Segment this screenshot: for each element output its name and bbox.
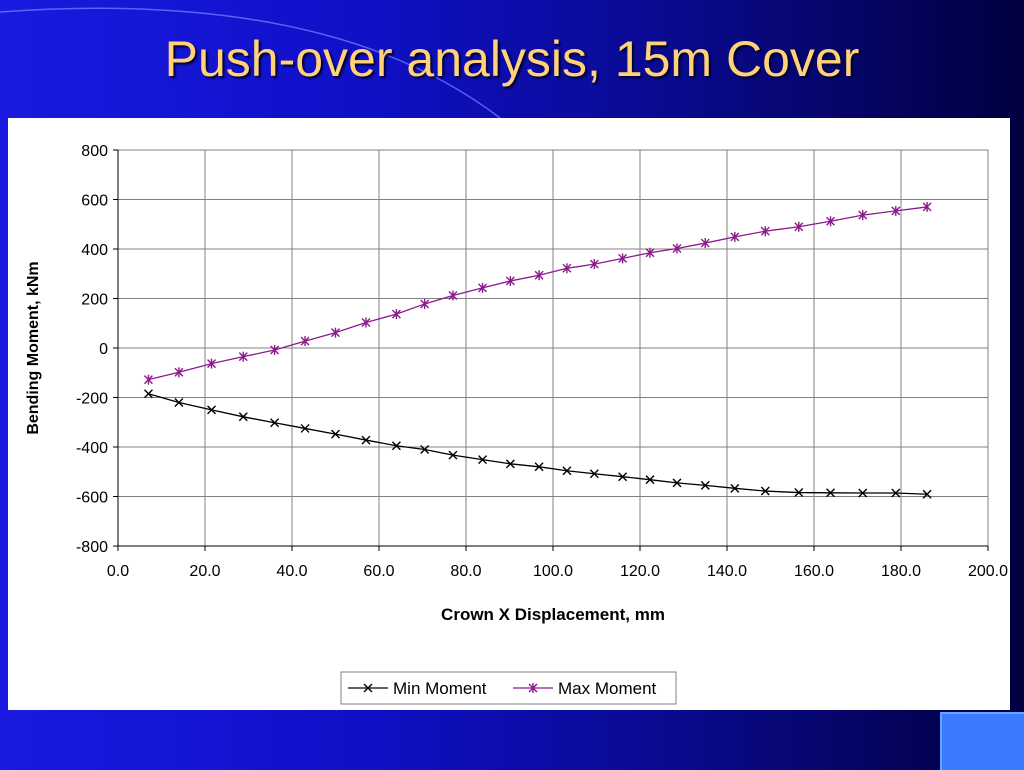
y-tick-label: 800 — [81, 143, 108, 160]
data-point-max-moment — [361, 317, 371, 328]
data-point-min-moment — [794, 488, 804, 498]
y-tick-label: -600 — [76, 490, 108, 507]
x-tick-label: 180.0 — [881, 563, 921, 580]
data-point-min-moment — [300, 423, 310, 433]
x-tick-label: 200.0 — [968, 563, 1008, 580]
data-point-max-moment — [420, 298, 430, 309]
data-point-min-moment — [891, 488, 901, 498]
y-tick-label: -800 — [76, 539, 108, 556]
data-point-max-moment — [505, 275, 515, 286]
data-point-min-moment — [534, 462, 544, 472]
x-tick-label: 140.0 — [707, 563, 747, 580]
data-point-min-moment — [700, 480, 710, 490]
data-point-min-moment — [618, 472, 628, 482]
data-point-max-moment — [826, 216, 836, 227]
data-point-max-moment — [331, 327, 340, 338]
legend: Min Moment Max Moment — [340, 671, 677, 705]
data-point-max-moment — [891, 205, 901, 216]
gridlines — [113, 149, 989, 551]
data-point-max-moment — [645, 247, 655, 258]
data-point-min-moment — [672, 478, 682, 488]
data-point-max-moment — [922, 201, 932, 212]
data-point-min-moment — [760, 486, 770, 496]
data-point-min-moment — [505, 459, 515, 469]
x-tick-labels: 0.0 20.0 40.0 60.0 80.0 100.0 120.0 140.0 160.0 1… — [107, 563, 1008, 580]
data-point-min-moment — [331, 429, 340, 439]
data-point-min-moment — [270, 418, 280, 428]
data-point-min-moment — [478, 455, 488, 465]
data-point-max-moment — [300, 336, 310, 347]
data-point-max-moment — [562, 263, 572, 274]
x-axis-label: Crown X Displacement, mm — [441, 605, 665, 624]
data-point-min-moment — [420, 444, 430, 454]
data-point-max-moment — [448, 290, 458, 301]
data-point-min-moment — [645, 475, 655, 485]
y-tick-label: 200 — [81, 292, 108, 309]
x-tick-label: 0.0 — [107, 563, 129, 580]
y-axis-label: Bending Moment, kNm — [25, 261, 42, 434]
legend-box — [340, 671, 677, 705]
data-point-max-moment — [270, 344, 280, 355]
data-point-max-moment — [207, 358, 217, 369]
data-point-max-moment — [174, 367, 184, 378]
data-point-min-moment — [238, 412, 248, 422]
data-point-max-moment — [238, 351, 248, 362]
data-point-min-moment — [826, 488, 836, 498]
corner-decoration — [940, 712, 1024, 770]
data-point-min-moment — [361, 435, 371, 445]
data-point-max-moment — [618, 253, 628, 264]
data-point-max-moment — [534, 270, 544, 281]
data-point-max-moment — [589, 259, 599, 270]
data-point-max-moment — [478, 282, 488, 293]
data-point-min-moment — [391, 441, 401, 451]
data-point-max-moment — [794, 221, 804, 232]
x-tick-label: 160.0 — [794, 563, 834, 580]
y-tick-label: -200 — [76, 391, 108, 408]
data-point-min-moment — [858, 488, 868, 498]
data-point-min-moment — [448, 450, 458, 460]
x-tick-label: 100.0 — [533, 563, 573, 580]
x-tick-label: 60.0 — [363, 563, 394, 580]
y-tick-label: 400 — [81, 242, 108, 259]
data-point-min-moment — [143, 389, 153, 399]
y-tick-label: -400 — [76, 440, 108, 457]
chart-panel: 800 600 400 200 0 -200 -400 -600 -800 0.0 20.0 40.… — [8, 118, 1010, 710]
x-tick-label: 40.0 — [276, 563, 307, 580]
data-point-max-moment — [760, 226, 770, 237]
y-tick-label: 600 — [81, 193, 108, 210]
x-tick-label: 80.0 — [450, 563, 481, 580]
data-point-max-moment — [858, 210, 868, 221]
data-point-min-moment — [589, 469, 599, 479]
legend-marker-max-moment — [528, 683, 538, 693]
series-group — [143, 201, 932, 499]
legend-label-max-moment: Max Moment — [558, 679, 657, 698]
y-tick-label: 0 — [99, 341, 108, 358]
data-point-max-moment — [700, 238, 710, 249]
data-point-max-moment — [143, 374, 153, 385]
data-point-min-moment — [730, 483, 740, 493]
x-tick-label: 20.0 — [189, 563, 220, 580]
chart-svg: 800 600 400 200 0 -200 -400 -600 -800 0.0 20.0 40.… — [25, 143, 1008, 705]
legend-label-min-moment: Min Moment — [393, 679, 487, 698]
data-point-min-moment — [562, 466, 572, 476]
y-tick-labels: 800 600 400 200 0 -200 -400 -600 -800 — [76, 143, 108, 556]
x-tick-label: 120.0 — [620, 563, 660, 580]
legend-marker-min-moment — [363, 683, 373, 693]
data-point-min-moment — [207, 405, 217, 415]
data-point-max-moment — [672, 243, 682, 254]
slide-title: Push-over analysis, 15m Cover — [164, 31, 860, 87]
data-point-max-moment — [391, 309, 401, 320]
data-point-min-moment — [922, 489, 932, 499]
data-point-min-moment — [174, 397, 184, 407]
data-point-max-moment — [730, 231, 740, 242]
